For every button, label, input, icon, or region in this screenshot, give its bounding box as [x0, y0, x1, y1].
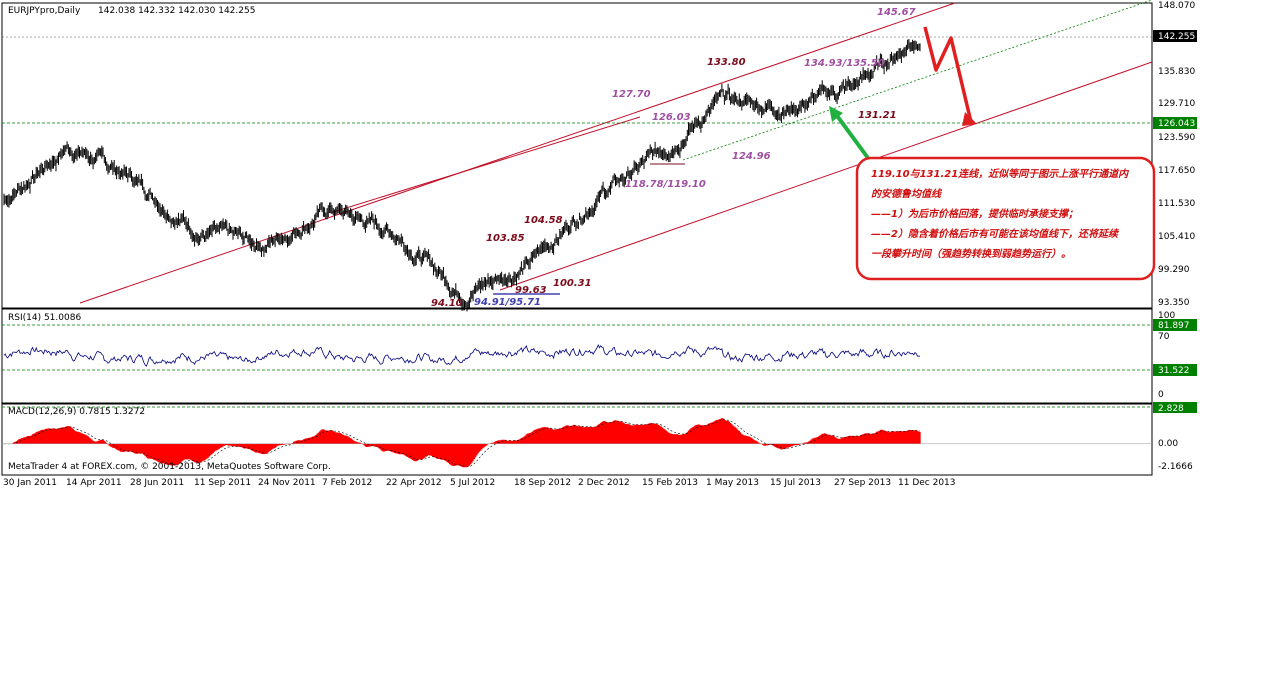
rsi-lower-badge	[1153, 364, 1197, 376]
rsi-tick: 100	[1158, 311, 1175, 321]
date-axis: 30 Jan 2011 14 Apr 2011 28 Jun 2011 11 S…	[3, 478, 956, 488]
macd-title: MACD(12,26,9) 0.7815 1.3272	[8, 407, 145, 417]
macd-top-label: 2.828	[1158, 404, 1184, 414]
price-annotations: 145.67 133.80 134.93/135.50 127.70 126.0…	[431, 7, 916, 309]
green-arrow-shaft	[833, 111, 870, 160]
channel-upper-line	[79, 2, 956, 304]
annotation-126-03: 126.03	[652, 112, 691, 123]
date-tick: 22 Apr 2012	[386, 478, 442, 488]
note-box-frame	[855, 156, 1156, 281]
price-tick: 123.590	[1158, 133, 1195, 143]
price-tick: 135.830	[1158, 67, 1195, 77]
rsi-upper-label: 81.897	[1158, 321, 1190, 331]
date-tick: 1 May 2013	[706, 478, 759, 488]
median-line-green	[682, 0, 1153, 161]
price-tick: 105.410	[1158, 232, 1195, 242]
price-tick: 129.710	[1158, 99, 1195, 109]
annotation-118-78: 118.78/119.10	[625, 179, 706, 190]
copyright-text: MetaTrader 4 at FOREX.com, © 2001-2013, …	[8, 462, 331, 472]
price-bars	[3, 39, 921, 312]
green-arrow-head	[829, 106, 843, 122]
rsi-lower-label: 31.522	[1158, 366, 1190, 376]
date-tick: 30 Jan 2011	[3, 478, 57, 488]
annotation-134-93: 134.93/135.50	[804, 58, 885, 69]
annotation-94-10: 94.10	[431, 298, 463, 309]
date-tick: 24 Nov 2011	[258, 478, 316, 488]
ohlc-readout: 142.038 142.332 142.030 142.255	[98, 6, 255, 16]
annotation-145-67: 145.67	[877, 7, 916, 18]
note-line: ——2）隐含着价格后市有可能在该均值线下，还将延续	[871, 228, 1120, 240]
macd-histogram	[4, 418, 921, 468]
analysis-note-box: 119.10与131.21连线，近似等同于图示上涨平行通道内 的安德鲁均值线 —…	[855, 156, 1156, 281]
price-axis: 148.070 135.830 129.710 123.590 117.650 …	[1153, 1, 1197, 308]
annotation-104-58: 104.58	[524, 215, 563, 226]
date-tick: 11 Sep 2011	[194, 478, 251, 488]
rsi-tick: 0	[1158, 390, 1164, 400]
channel-upper-segment	[329, 116, 641, 214]
note-line: 119.10与131.21连线，近似等同于图示上涨平行通道内	[871, 168, 1129, 180]
note-line: ——1）为后市价格回落，提供临时承接支撑；	[871, 208, 1078, 220]
current-price-label: 142.255	[1158, 32, 1195, 42]
macd-tick: 0.00	[1158, 439, 1178, 449]
red-arrow-head	[962, 112, 977, 126]
price-tick: 148.070	[1158, 1, 1195, 11]
rsi-line	[3, 343, 921, 367]
annotation-99-63: 99.63	[515, 285, 547, 296]
projection-arrows	[829, 26, 977, 160]
price-series	[3, 39, 921, 312]
note-line: 的安德鲁均值线	[871, 188, 943, 200]
date-tick: 7 Feb 2012	[322, 478, 372, 488]
price-tick: 99.290	[1158, 265, 1190, 275]
rsi-series	[3, 343, 921, 367]
date-tick: 5 Jul 2012	[450, 478, 495, 488]
uptrend-channel	[79, 2, 1153, 304]
annotation-133-80: 133.80	[707, 57, 746, 68]
annotation-131-21: 131.21	[858, 110, 897, 121]
macd-top-badge	[1153, 402, 1197, 413]
level-label: 126.043	[1158, 119, 1195, 129]
note-line: 一段攀升时间（强趋势转换到弱趋势运行）。	[871, 248, 1071, 260]
annotation-94-91: 94.91/95.71	[474, 297, 541, 308]
chart-title: EURJPYpro,Daily	[8, 6, 81, 16]
date-tick: 15 Feb 2013	[642, 478, 698, 488]
date-tick: 2 Dec 2012	[578, 478, 630, 488]
price-tick: 117.650	[1158, 166, 1195, 176]
rsi-tick: 70	[1158, 332, 1170, 342]
price-tick: 93.350	[1158, 298, 1190, 308]
rsi-title: RSI(14) 51.0086	[8, 313, 81, 323]
price-tick: 111.530	[1158, 199, 1195, 209]
rsi-axis: 100 70 0 81.897 31.522	[1153, 311, 1197, 400]
macd-axis: 2.828 0.00 -2.1666	[1153, 402, 1197, 472]
rsi-pane	[1, 308, 1153, 404]
date-tick: 15 Jul 2013	[770, 478, 821, 488]
current-price-badge	[1153, 30, 1197, 42]
annotation-127-70: 127.70	[612, 89, 651, 100]
macd-tick: -2.1666	[1158, 462, 1193, 472]
annotation-103-85: 103.85	[486, 233, 525, 244]
date-tick: 14 Apr 2011	[66, 478, 122, 488]
channel-lower-line	[499, 61, 1153, 291]
annotation-124-96: 124.96	[732, 151, 771, 162]
date-tick: 27 Sep 2013	[834, 478, 891, 488]
date-tick: 11 Dec 2013	[898, 478, 956, 488]
red-projection-path	[923, 26, 973, 123]
date-tick: 28 Jun 2011	[130, 478, 184, 488]
level-badge	[1153, 117, 1197, 129]
macd-series	[2, 418, 1152, 468]
rsi-upper-badge	[1153, 319, 1197, 331]
annotation-100-31: 100.31	[553, 278, 592, 289]
date-tick: 18 Sep 2012	[514, 478, 571, 488]
